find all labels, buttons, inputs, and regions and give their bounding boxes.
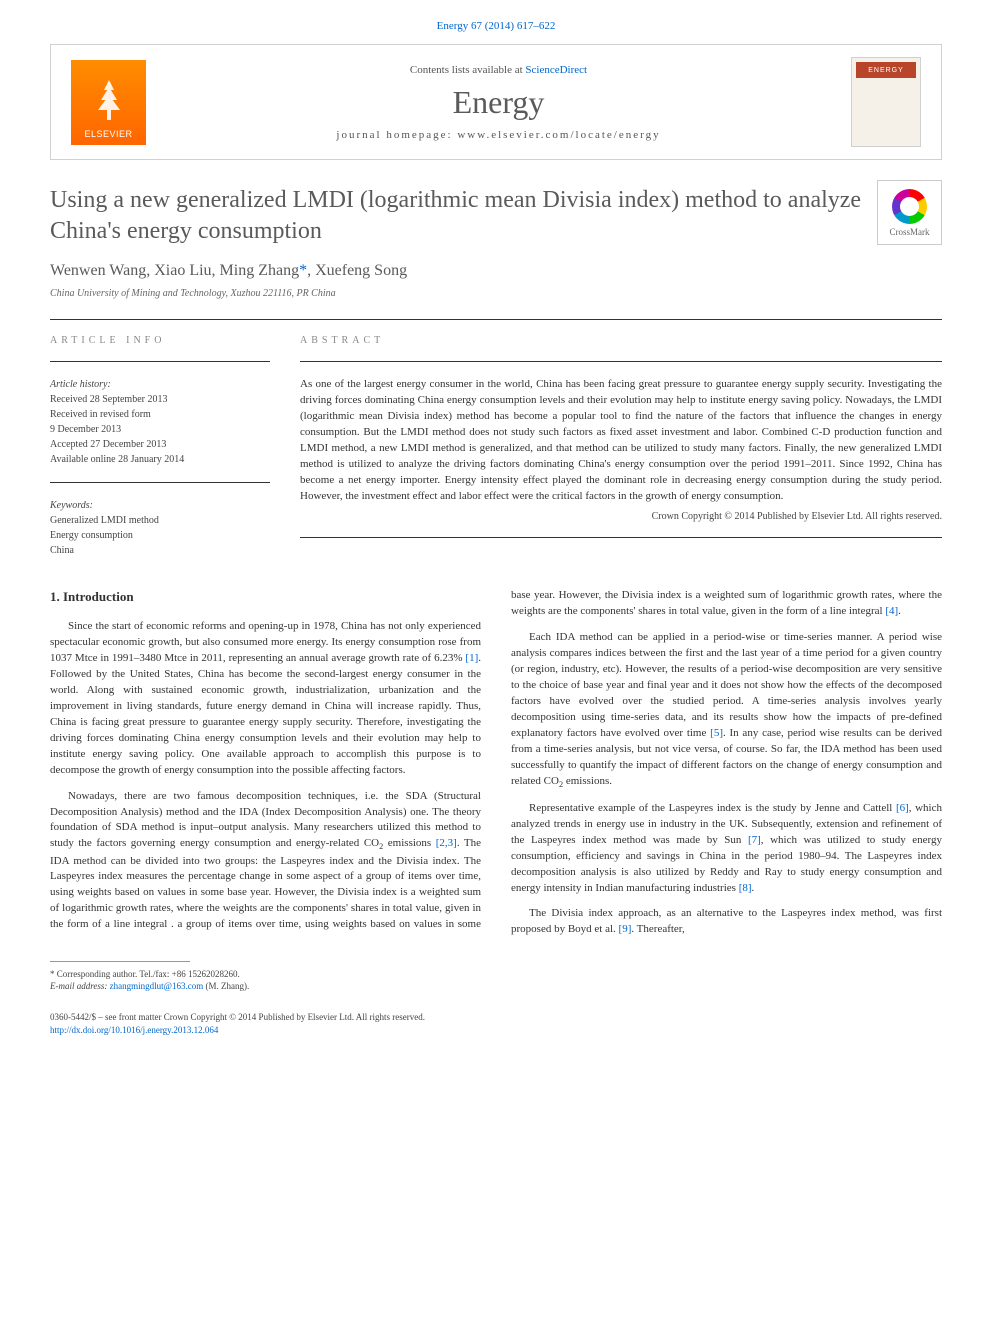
- keyword: China: [50, 545, 74, 556]
- contents-available: Contents lists available at ScienceDirec…: [146, 64, 851, 76]
- authors-names: Wenwen Wang, Xiao Liu, Ming Zhang: [50, 262, 299, 279]
- ref-link[interactable]: [9]: [619, 923, 632, 935]
- info-abstract-row: ARTICLE INFO Article history: Received 2…: [50, 335, 942, 558]
- doi-link[interactable]: http://dx.doi.org/10.1016/j.energy.2013.…: [50, 1025, 218, 1035]
- corresponding-author-info: * Corresponding author. Tel./fax: +86 15…: [50, 968, 942, 981]
- ref-link[interactable]: [2,3]: [436, 837, 457, 849]
- online-date: Available online 28 January 2014: [50, 454, 184, 465]
- ref-link[interactable]: [8]: [739, 882, 752, 894]
- body-text: . Thereafter,: [631, 923, 684, 935]
- journal-name: Energy: [146, 84, 851, 121]
- contents-prefix: Contents lists available at: [410, 64, 525, 76]
- body-text: .: [752, 882, 755, 894]
- body-text: .: [898, 605, 901, 617]
- ref-link[interactable]: [4]: [885, 605, 898, 617]
- body-text: . The IDA method can be divided into two…: [50, 837, 481, 930]
- body-paragraph: Each IDA method can be applied in a peri…: [511, 630, 942, 791]
- elsevier-tree-icon: [84, 75, 134, 125]
- banner-center: Contents lists available at ScienceDirec…: [146, 64, 851, 141]
- ref-link[interactable]: [6]: [896, 802, 909, 814]
- journal-homepage: journal homepage: www.elsevier.com/locat…: [146, 129, 851, 141]
- accepted-date: Accepted 27 December 2013: [50, 439, 166, 450]
- article-history: Article history: Received 28 September 2…: [50, 377, 270, 467]
- divider: [300, 361, 942, 362]
- publisher-logo[interactable]: ELSEVIER: [71, 60, 146, 145]
- ref-link[interactable]: [1]: [465, 652, 478, 664]
- divider: [50, 319, 942, 320]
- authors-line: Wenwen Wang, Xiao Liu, Ming Zhang*, Xuef…: [50, 262, 942, 280]
- body-text: Since the start of economic reforms and …: [50, 620, 481, 664]
- body-text: The Divisia index approach, as an altern…: [511, 907, 942, 935]
- crossmark-icon: [892, 189, 927, 224]
- keyword: Energy consumption: [50, 530, 133, 541]
- body-text: emissions.: [563, 775, 612, 787]
- crossmark-label: CrossMark: [890, 227, 930, 237]
- body-paragraph: Since the start of economic reforms and …: [50, 619, 481, 778]
- corresponding-marker[interactable]: *: [299, 262, 307, 279]
- publisher-name: ELSEVIER: [84, 129, 132, 139]
- revised-date: 9 December 2013: [50, 424, 121, 435]
- email-label: E-mail address:: [50, 981, 110, 991]
- abstract-column: ABSTRACT As one of the largest energy co…: [300, 335, 942, 558]
- abstract-text: As one of the largest energy consumer in…: [300, 377, 942, 505]
- authors-tail: , Xuefeng Song: [307, 262, 407, 279]
- article-info-column: ARTICLE INFO Article history: Received 2…: [50, 335, 270, 558]
- body-section: 1. Introduction Since the start of econo…: [50, 588, 942, 940]
- affiliation: China University of Mining and Technolog…: [50, 288, 942, 299]
- cover-title-banner: ENERGY: [856, 62, 916, 78]
- article-info-heading: ARTICLE INFO: [50, 335, 270, 346]
- received-date: Received 28 September 2013: [50, 394, 167, 405]
- body-text: .: [171, 918, 174, 930]
- body-paragraph: Representative example of the Laspeyres …: [511, 801, 942, 897]
- ref-link[interactable]: [7]: [748, 834, 761, 846]
- keyword: Generalized LMDI method: [50, 515, 159, 526]
- journal-banner: ELSEVIER Contents lists available at Sci…: [50, 44, 942, 160]
- divider: [50, 361, 270, 362]
- issn-copyright: 0360-5442/$ – see front matter Crown Cop…: [50, 1011, 942, 1024]
- body-paragraph: The Divisia index approach, as an altern…: [511, 906, 942, 938]
- crossmark-badge[interactable]: CrossMark: [877, 180, 942, 245]
- keywords-label: Keywords:: [50, 500, 93, 511]
- cover-title: ENERGY: [868, 67, 904, 74]
- body-columns: 1. Introduction Since the start of econo…: [50, 588, 942, 940]
- homepage-prefix: journal homepage:: [336, 129, 457, 141]
- email-link[interactable]: zhangmingdlut@163.com: [110, 981, 204, 991]
- abstract-heading: ABSTRACT: [300, 335, 942, 346]
- history-label: Article history:: [50, 379, 111, 390]
- divider: [300, 537, 942, 538]
- body-text: emissions: [383, 837, 435, 849]
- ref-link[interactable]: [5]: [710, 727, 723, 739]
- citation-link[interactable]: Energy 67 (2014) 617–622: [50, 20, 942, 32]
- revised-label: Received in revised form: [50, 409, 151, 420]
- intro-heading: 1. Introduction: [50, 588, 481, 607]
- keywords-block: Keywords: Generalized LMDI method Energy…: [50, 498, 270, 558]
- corresponding-footnote: * Corresponding author. Tel./fax: +86 15…: [50, 968, 942, 993]
- homepage-url[interactable]: www.elsevier.com/locate/energy: [457, 129, 660, 141]
- email-suffix: (M. Zhang).: [203, 981, 249, 991]
- body-text: Representative example of the Laspeyres …: [529, 802, 896, 814]
- body-text: Each IDA method can be applied in a peri…: [511, 631, 942, 739]
- abstract-copyright: Crown Copyright © 2014 Published by Else…: [300, 511, 942, 522]
- journal-cover-thumbnail[interactable]: ENERGY: [851, 57, 921, 147]
- footnote-divider: [50, 961, 190, 962]
- divider: [50, 482, 270, 483]
- page-footer: 0360-5442/$ – see front matter Crown Cop…: [50, 1011, 942, 1036]
- article-title: Using a new generalized LMDI (logarithmi…: [50, 185, 942, 247]
- body-text: . Followed by the United States, China h…: [50, 652, 481, 776]
- sciencedirect-link[interactable]: ScienceDirect: [525, 64, 587, 76]
